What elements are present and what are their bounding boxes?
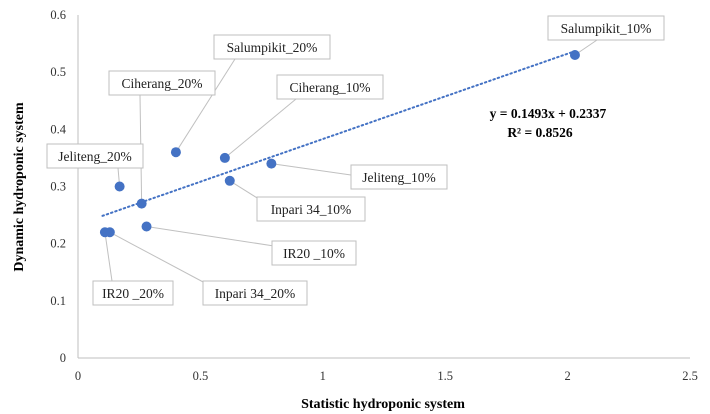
y-tick-label: 0.1: [50, 294, 66, 308]
data-point: [141, 221, 152, 232]
data-point: [170, 147, 181, 158]
data-label: Jeliteng_20%: [58, 149, 132, 164]
trendline-group: [101, 50, 576, 217]
data-point-group: [99, 50, 580, 238]
data-label-box: [350, 164, 448, 190]
data-label: IR20 _10%: [283, 246, 345, 261]
data-label-box: [547, 15, 665, 41]
y-tick-label: 0.2: [50, 237, 66, 251]
data-label-box: [92, 280, 174, 306]
y-tick-label: 0: [60, 351, 66, 365]
x-tick-label: 1.5: [437, 369, 453, 383]
data-label: IR20 _20%: [102, 286, 164, 301]
x-tick-label: 0: [75, 369, 81, 383]
x-axis-title: Statistic hydroponic system: [301, 397, 465, 412]
data-label-box: [271, 240, 357, 266]
trendline: [101, 50, 576, 217]
data-point: [104, 227, 115, 238]
callout-leader-line: [109, 231, 206, 284]
data-label: Salumpikit_20%: [227, 40, 318, 55]
x-tick-label: 2.5: [682, 369, 698, 383]
data-label: Ciherang_20%: [122, 76, 203, 91]
data-label-box: [46, 143, 144, 169]
x-tick-label: 1: [320, 369, 326, 383]
y-tick-label: 0.3: [50, 180, 66, 194]
data-label: Jeliteng_10%: [362, 170, 436, 185]
data-label-box: [202, 280, 308, 306]
callout-group: Salumpikit_10% Salumpikit_20% Ciherang_20%…: [46, 15, 665, 306]
y-tick-label: 0.6: [50, 8, 66, 22]
trendline-equation: y = 0.1493x + 0.2337: [490, 106, 607, 121]
callout-leader-line: [271, 163, 352, 176]
x-tick-label: 2: [564, 369, 570, 383]
callout-leader-line: [146, 226, 275, 247]
axes: 0 0.5 1 1.5 2 2.5 0 0.1 0.2 0.3 0.4 0.5 0.6: [50, 8, 697, 383]
data-label-box: [276, 74, 384, 100]
trendline-r-squared: R² = 0.8526: [507, 125, 573, 140]
data-label-box: [108, 70, 216, 96]
data-label: Ciherang_10%: [290, 80, 371, 95]
data-point: [114, 181, 125, 192]
data-point: [569, 50, 580, 61]
data-point: [219, 152, 230, 163]
y-tick-label: 0.5: [50, 65, 66, 79]
data-label-box: [213, 34, 331, 60]
x-tick-label: 0.5: [193, 369, 209, 383]
data-label-box: [256, 196, 366, 222]
callout-leader-line: [104, 232, 113, 282]
callout-leader-line: [224, 98, 297, 159]
y-tick-label: 0.4: [50, 122, 66, 136]
data-label: Inpari 34_10%: [271, 202, 352, 217]
data-label: Inpari 34_20%: [215, 286, 296, 301]
data-label: Salumpikit_10%: [561, 21, 652, 36]
y-axis-title: Dynamic hydroponic system: [12, 102, 27, 272]
data-point: [266, 158, 277, 169]
data-point: [224, 175, 235, 186]
callout-leader-line: [175, 58, 236, 153]
data-point: [136, 198, 147, 209]
